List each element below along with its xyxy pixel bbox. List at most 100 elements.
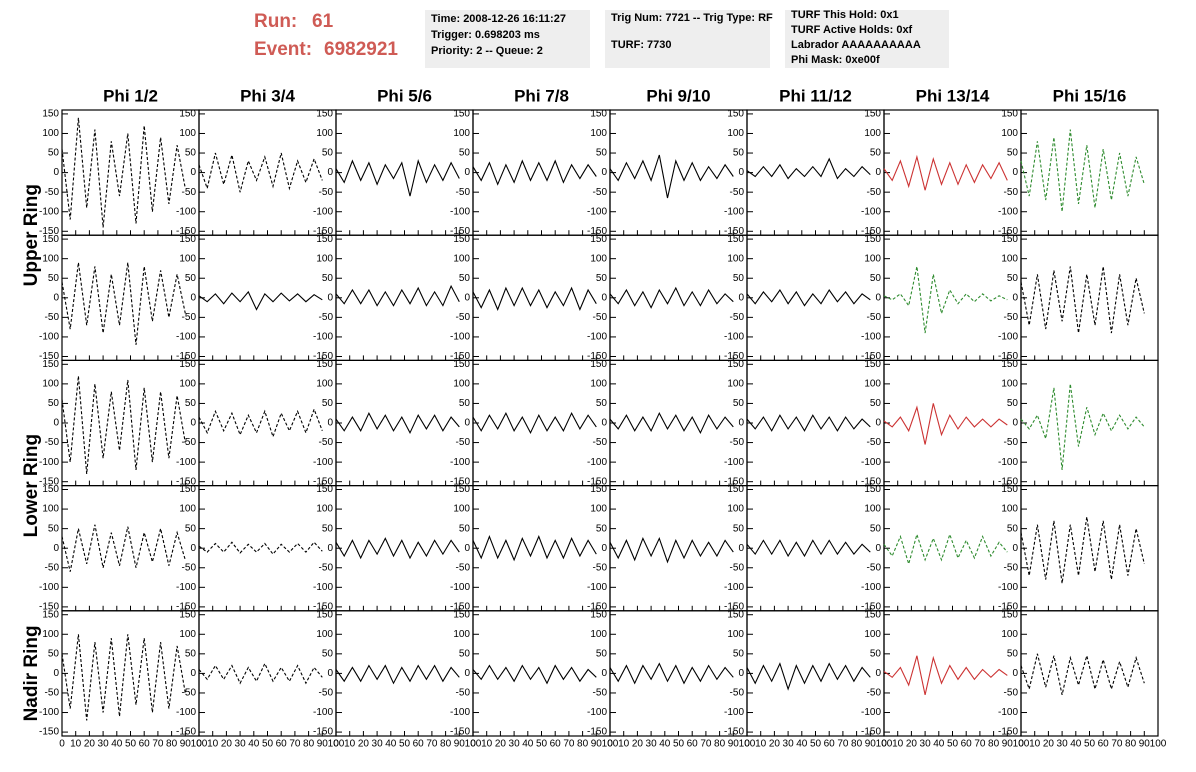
y-tick-label: 50: [48, 148, 60, 159]
info-text: Trig Num: 7721 -- Trig Type: RF: [611, 12, 773, 24]
y-tick-label: 0: [601, 418, 607, 429]
x-tick-label: 50: [673, 739, 685, 750]
x-tick-label: 80: [577, 739, 589, 750]
waveform: [472, 534, 597, 562]
y-tick-label: -50: [182, 562, 197, 573]
y-tick-label: -100: [176, 707, 196, 718]
y-tick-label: 0: [1012, 167, 1018, 178]
waveform: [1020, 129, 1145, 212]
event-label: Event:: [254, 39, 312, 60]
y-tick-label: 0: [190, 292, 196, 303]
x-tick-label: 50: [810, 739, 822, 750]
y-tick-label: -100: [724, 457, 744, 468]
x-tick-label: 40: [522, 739, 534, 750]
y-tick-label: 50: [48, 648, 60, 659]
y-tick-label: -50: [1004, 562, 1019, 573]
y-tick-label: 50: [322, 273, 334, 284]
y-tick-label: -50: [867, 437, 882, 448]
y-tick-label: 50: [870, 273, 882, 284]
waveform: [61, 524, 186, 572]
y-tick-label: 100: [590, 128, 607, 139]
x-tick-label: 100: [465, 739, 482, 750]
y-tick-label: 50: [733, 648, 745, 659]
x-tick-label: 50: [947, 739, 959, 750]
y-tick-label: 0: [875, 167, 881, 178]
x-tick-label: 90: [1002, 739, 1014, 750]
y-tick-label: 100: [864, 504, 881, 515]
waveform: [746, 539, 871, 558]
y-tick-label: 100: [1001, 504, 1018, 515]
y-tick-label: 150: [42, 359, 59, 370]
y-tick-label: 50: [459, 398, 471, 409]
y-tick-label: 150: [864, 484, 881, 495]
waveform: [883, 655, 1008, 696]
y-tick-label: 150: [864, 234, 881, 245]
y-tick-label: -150: [587, 476, 607, 487]
waveform: [198, 290, 323, 311]
y-tick-label: -100: [450, 707, 470, 718]
y-tick-label: -50: [593, 437, 608, 448]
y-tick-label: -150: [998, 351, 1018, 362]
y-tick-label: -50: [182, 312, 197, 323]
y-tick-label: -150: [450, 727, 470, 738]
y-tick-label: 50: [596, 148, 608, 159]
info-box: [605, 10, 770, 68]
y-tick-label: -150: [39, 226, 59, 237]
x-tick-label: 100: [1013, 739, 1030, 750]
y-tick-label: 0: [327, 418, 333, 429]
y-tick-label: 50: [322, 398, 334, 409]
y-tick-label: -150: [861, 226, 881, 237]
y-tick-label: -50: [319, 562, 334, 573]
y-tick-label: -100: [998, 582, 1018, 593]
x-tick-label: 0: [607, 739, 613, 750]
y-tick-label: 150: [590, 359, 607, 370]
row-title: Nadir Ring: [21, 625, 42, 721]
y-tick-label: 100: [727, 128, 744, 139]
y-tick-label: -100: [861, 707, 881, 718]
y-tick-label: -50: [867, 688, 882, 699]
y-tick-label: 50: [459, 648, 471, 659]
y-tick-label: -100: [313, 332, 333, 343]
y-tick-label: -50: [1004, 187, 1019, 198]
info-text: TURF Active Holds: 0xf: [791, 24, 913, 36]
x-tick-label: 10: [892, 739, 904, 750]
x-tick-label: 90: [317, 739, 329, 750]
y-tick-label: 150: [453, 484, 470, 495]
y-tick-label: -150: [450, 476, 470, 487]
y-tick-label: 50: [733, 523, 745, 534]
waveform: [609, 154, 734, 199]
y-tick-label: 0: [601, 668, 607, 679]
y-tick-label: -50: [45, 562, 60, 573]
x-tick-label: 80: [714, 739, 726, 750]
column-title: Phi 11/12: [779, 86, 852, 105]
y-tick-label: 100: [453, 253, 470, 264]
y-tick-label: 150: [1001, 359, 1018, 370]
y-tick-label: 150: [1001, 234, 1018, 245]
y-tick-label: -50: [319, 187, 334, 198]
y-tick-label: -150: [450, 226, 470, 237]
y-tick-label: -100: [313, 457, 333, 468]
x-tick-label: 80: [303, 739, 315, 750]
waveform: [335, 664, 460, 685]
column-title: Phi 9/10: [646, 86, 710, 105]
y-tick-label: 150: [1001, 484, 1018, 495]
y-tick-label: 0: [738, 543, 744, 554]
y-tick-label: 0: [875, 418, 881, 429]
column-title: Phi 3/4: [240, 86, 295, 105]
y-tick-label: -150: [861, 351, 881, 362]
y-tick-label: 0: [327, 543, 333, 554]
y-tick-label: 100: [42, 504, 59, 515]
y-tick-label: 150: [453, 234, 470, 245]
y-tick-label: 50: [870, 148, 882, 159]
y-tick-label: -50: [319, 688, 334, 699]
x-tick-label: 40: [933, 739, 945, 750]
waveform: [335, 537, 460, 560]
x-tick-label: 60: [413, 739, 425, 750]
y-tick-label: 0: [875, 292, 881, 303]
x-tick-label: 90: [1139, 739, 1151, 750]
y-tick-label: -50: [867, 187, 882, 198]
y-tick-label: 150: [1001, 609, 1018, 620]
x-tick-label: 80: [988, 739, 1000, 750]
y-tick-label: -50: [319, 437, 334, 448]
y-tick-label: 150: [590, 484, 607, 495]
